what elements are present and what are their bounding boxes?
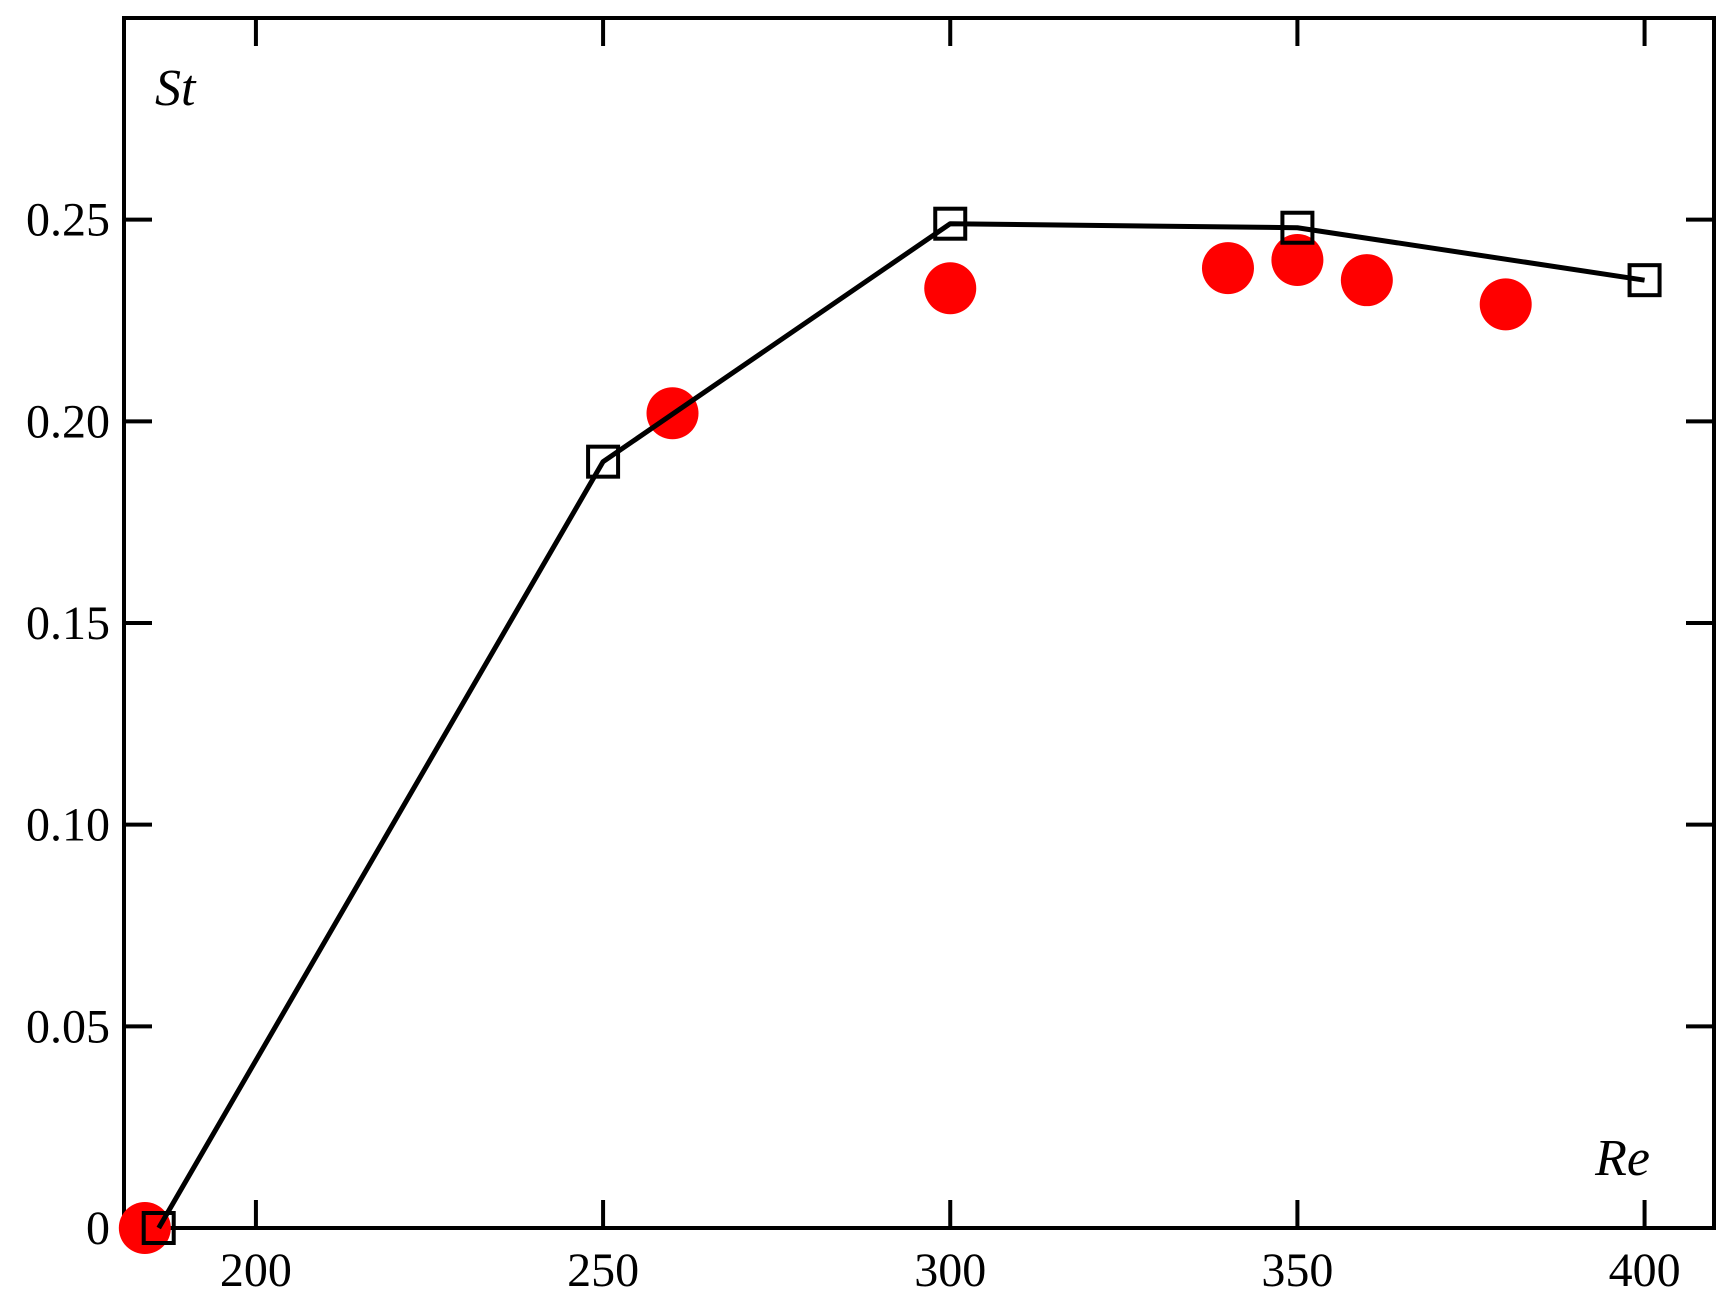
x-tick-label: 200: [220, 1244, 292, 1297]
x-tick-label: 300: [914, 1244, 986, 1297]
x-axis-label: Re: [1594, 1130, 1650, 1187]
scatter-point: [1271, 234, 1324, 286]
scatter-point: [924, 262, 977, 315]
y-tick-label: 0.25: [26, 194, 110, 247]
line-marker: [586, 444, 621, 479]
scatter-point: [1479, 278, 1532, 331]
line-marker: [933, 206, 968, 241]
series-line: [156, 221, 1645, 1230]
plot-frame: [122, 16, 1716, 1230]
tick-marks: [124, 18, 1714, 1230]
x-tick-label: 250: [567, 1244, 639, 1297]
x-tick-label: 350: [1261, 1244, 1333, 1297]
scatter-point: [1340, 254, 1393, 307]
y-tick-label: 0.20: [26, 395, 110, 448]
line-marker: [1280, 210, 1315, 245]
tick-labels: 200 250 300 350 400 0 0.05 0.10 0.15 0.20 0.25: [26, 194, 1681, 1297]
y-tick-label: 0: [86, 1202, 110, 1255]
line-marker: [1627, 263, 1662, 298]
line-marker: [141, 1211, 176, 1245]
y-axis-label: St: [155, 60, 197, 117]
x-tick-label: 400: [1609, 1244, 1681, 1297]
y-tick-label: 0.05: [26, 1000, 110, 1053]
y-tick-label: 0.15: [26, 597, 110, 650]
series-layer: [118, 206, 1662, 1254]
scatter-point: [1201, 242, 1254, 295]
y-tick-label: 0.10: [26, 799, 110, 852]
